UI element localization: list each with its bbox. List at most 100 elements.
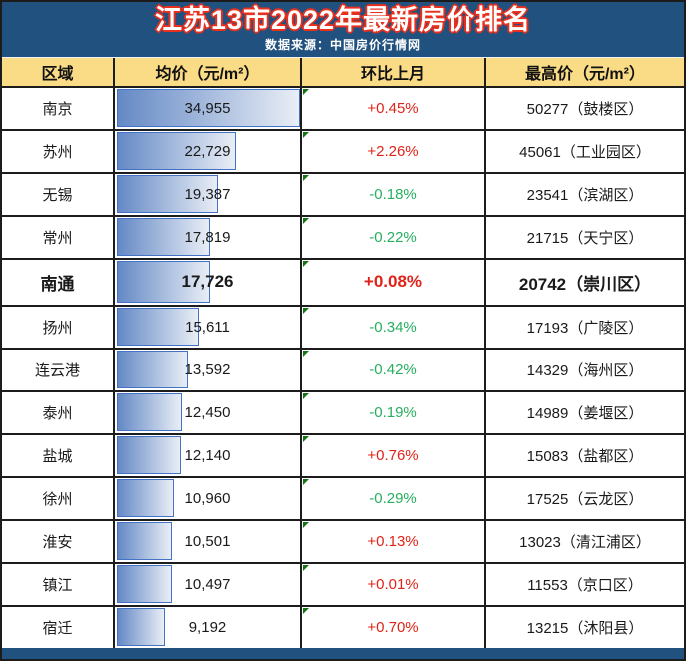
city-name: 泰州 xyxy=(2,392,115,434)
mom-change-value: +0.70% xyxy=(367,619,419,637)
avg-price-bar xyxy=(117,608,165,646)
avg-price-value: 10,501 xyxy=(184,533,231,551)
table-row: 泰州 12,450 -0.19% 14989（姜堰区） xyxy=(2,392,684,436)
table-body: 南京 34,955 +0.45% 50277（鼓楼区） 苏州 22,729 +2… xyxy=(2,88,684,648)
avg-price-cell: 15,611 xyxy=(115,306,302,348)
avg-price-cell: 12,450 xyxy=(115,392,302,434)
header-region: 区域 xyxy=(2,58,115,86)
error-flag-icon xyxy=(303,608,309,615)
city-name: 南京 xyxy=(2,88,115,129)
avg-price-value: 17,726 xyxy=(181,272,234,292)
page-title: 江苏13市2022年最新房价排名 xyxy=(154,4,532,35)
error-flag-icon xyxy=(303,131,309,138)
error-flag-icon xyxy=(303,217,309,224)
table-row: 镇江 10,497 +0.01% 11553（京口区） xyxy=(2,564,684,608)
city-name: 镇江 xyxy=(2,564,115,606)
mom-change-value: +0.13% xyxy=(367,533,419,551)
table-row: 无锡 19,387 -0.18% 23541（滨湖区） xyxy=(2,173,684,217)
mom-change-cell: -0.42% xyxy=(302,349,486,391)
avg-price-bar xyxy=(117,436,181,475)
avg-price-bar xyxy=(117,260,210,303)
avg-price-bar xyxy=(117,174,218,213)
avg-price-value: 10,960 xyxy=(184,490,231,508)
header-avg-price: 均价（元/m²） xyxy=(115,58,302,86)
avg-price-value: 19,387 xyxy=(184,185,231,203)
city-name: 无锡 xyxy=(2,173,115,215)
avg-price-bar xyxy=(117,307,199,346)
mom-change-cell: +0.13% xyxy=(302,521,486,563)
avg-price-bar xyxy=(117,89,300,127)
avg-price-value: 34,955 xyxy=(184,99,231,117)
max-price-value: 11553（京口区） xyxy=(527,577,643,595)
avg-price-cell: 10,497 xyxy=(115,564,302,606)
max-price-value: 50277（鼓楼区） xyxy=(526,100,644,118)
mom-change-cell: -0.34% xyxy=(302,306,486,348)
city-name: 连云港 xyxy=(2,349,115,391)
mom-change-cell: +2.26% xyxy=(302,130,486,172)
avg-price-cell: 19,387 xyxy=(115,173,302,215)
error-flag-icon xyxy=(303,260,309,267)
mom-change-value: +2.26% xyxy=(367,142,419,160)
avg-price-cell: 34,955 xyxy=(115,88,302,129)
data-source-label: 数据来源：中国房价行情网 xyxy=(264,38,421,53)
avg-price-bar xyxy=(117,131,236,170)
table-row: 盐城 12,140 +0.76% 15083（盐都区） xyxy=(2,435,684,479)
max-price-value: 20742（崇川区） xyxy=(518,274,652,294)
avg-price-bar xyxy=(117,565,172,604)
city-name: 常州 xyxy=(2,216,115,258)
city-name: 扬州 xyxy=(2,306,115,348)
avg-price-cell: 10,960 xyxy=(115,478,302,520)
error-flag-icon xyxy=(303,174,309,181)
header-max-price: 最高价（元/m²） xyxy=(524,66,645,83)
mom-change-cell: -0.29% xyxy=(302,478,486,520)
mom-change-value: -0.22% xyxy=(369,228,417,246)
mom-change-value: -0.34% xyxy=(369,318,417,336)
avg-price-cell: 9,192 xyxy=(115,607,302,648)
avg-price-value: 12,140 xyxy=(184,447,231,465)
mom-change-value: +0.08% xyxy=(363,272,423,292)
city-name: 盐城 xyxy=(2,435,115,477)
table-row: 宿迁 9,192 +0.70% 13215（沐阳县） xyxy=(2,607,684,648)
mom-change-cell: -0.18% xyxy=(302,173,486,215)
avg-price-bar xyxy=(117,217,210,256)
city-name: 徐州 xyxy=(2,478,115,520)
mom-change-value: -0.18% xyxy=(369,185,417,203)
city-name: 淮安 xyxy=(2,521,115,563)
avg-price-bar xyxy=(117,479,174,518)
mom-change-cell: +0.08% xyxy=(302,259,486,305)
mom-change-value: -0.42% xyxy=(369,361,417,379)
avg-price-bar xyxy=(117,522,172,561)
avg-price-value: 15,611 xyxy=(185,318,230,336)
table-row: 苏州 22,729 +2.26% 45061（工业园区） xyxy=(2,130,684,174)
avg-price-cell: 13,592 xyxy=(115,349,302,391)
avg-price-value: 13,592 xyxy=(184,361,231,379)
mom-change-value: +0.01% xyxy=(367,576,419,594)
max-price-value: 17525（云龙区） xyxy=(526,491,644,509)
title-band: 江苏13市2022年最新房价排名 数据来源：中国房价行情网 xyxy=(2,2,684,57)
mom-change-value: +0.45% xyxy=(367,99,419,117)
avg-price-cell: 17,726 xyxy=(115,259,302,305)
max-price-value: 15083（盐都区） xyxy=(526,448,644,466)
city-name: 宿迁 xyxy=(2,607,115,648)
mom-change-value: -0.19% xyxy=(369,404,417,422)
max-price-value: 13215（沐阳县） xyxy=(526,620,644,638)
max-price-value: 14329（海州区） xyxy=(526,362,644,380)
error-flag-icon xyxy=(303,307,309,314)
error-flag-icon xyxy=(303,89,309,95)
mom-change-cell: +0.01% xyxy=(302,564,486,606)
max-price-value: 45061（工业园区） xyxy=(519,143,651,161)
header-mom-change: 环比上月 xyxy=(302,58,486,86)
mom-change-cell: +0.70% xyxy=(302,607,486,648)
avg-price-value: 22,729 xyxy=(184,142,231,160)
table-row: 徐州 10,960 -0.29% 17525（云龙区） xyxy=(2,478,684,522)
avg-price-cell: 17,819 xyxy=(115,216,302,258)
table-row: 常州 17,819 -0.22% 21715（天宁区） xyxy=(2,216,684,260)
avg-price-value: 10,497 xyxy=(184,576,231,594)
avg-price-value: 12,450 xyxy=(184,404,231,422)
table-row: 扬州 15,611 -0.34% 17193（广陵区） xyxy=(2,306,684,350)
city-name: 苏州 xyxy=(2,130,115,172)
error-flag-icon xyxy=(303,393,309,400)
city-name: 南通 xyxy=(2,259,115,305)
avg-price-value: 9,192 xyxy=(188,619,227,637)
